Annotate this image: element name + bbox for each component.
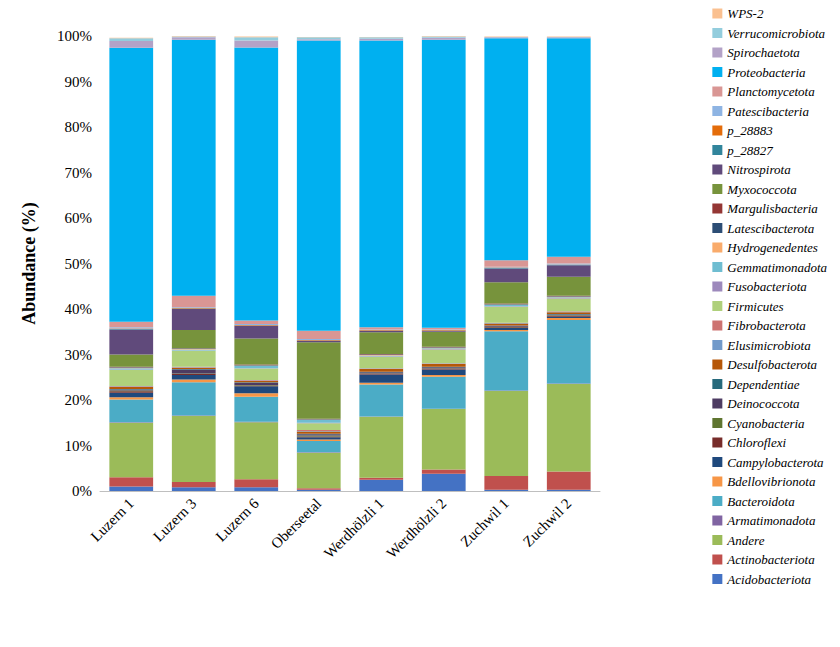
svg-text:Werdhölzli 2: Werdhölzli 2 <box>383 495 449 561</box>
svg-text:Latescibacterota: Latescibacterota <box>726 221 814 236</box>
svg-text:Spirochaetota: Spirochaetota <box>727 45 800 60</box>
svg-text:Fusobacteriota: Fusobacteriota <box>726 279 807 294</box>
svg-text:Luzern 1: Luzern 1 <box>88 495 137 544</box>
svg-text:Fibrobacterota: Fibrobacterota <box>726 318 806 333</box>
svg-text:50%: 50% <box>65 256 93 272</box>
svg-text:Acidobacteriota: Acidobacteriota <box>726 572 811 587</box>
svg-text:Campylobacterota: Campylobacterota <box>727 455 824 470</box>
svg-text:p_28827: p_28827 <box>726 143 773 158</box>
svg-text:Abundance (%): Abundance (%) <box>19 202 40 325</box>
svg-text:0%: 0% <box>72 483 92 499</box>
svg-text:Deinococcota: Deinococcota <box>726 396 800 411</box>
svg-text:Patescibacteria: Patescibacteria <box>726 104 809 119</box>
svg-text:Armatimonadota: Armatimonadota <box>726 513 816 528</box>
svg-text:p_28883: p_28883 <box>726 123 773 138</box>
svg-text:Oberseetal: Oberseetal <box>268 495 325 552</box>
svg-text:60%: 60% <box>65 210 93 226</box>
svg-text:100%: 100% <box>57 28 92 44</box>
svg-text:Proteobacteria: Proteobacteria <box>726 65 806 80</box>
svg-text:Chloroflexi: Chloroflexi <box>727 435 786 450</box>
svg-text:Nitrospirota: Nitrospirota <box>726 162 791 177</box>
svg-text:Elusimicrobiota: Elusimicrobiota <box>726 338 811 353</box>
svg-text:70%: 70% <box>65 165 93 181</box>
svg-text:Desulfobacterota: Desulfobacterota <box>726 357 817 372</box>
svg-text:Hydrogenedentes: Hydrogenedentes <box>726 240 818 255</box>
svg-text:Bacteroidota: Bacteroidota <box>727 494 795 509</box>
svg-text:Zuchwil 2: Zuchwil 2 <box>520 495 575 550</box>
svg-text:80%: 80% <box>65 119 93 135</box>
svg-text:Andere: Andere <box>726 533 764 548</box>
svg-text:40%: 40% <box>65 301 93 317</box>
svg-text:10%: 10% <box>65 438 93 454</box>
svg-text:Gemmatimonadota: Gemmatimonadota <box>727 260 827 275</box>
svg-text:Firmicutes: Firmicutes <box>726 299 783 314</box>
svg-text:Luzern 3: Luzern 3 <box>150 495 199 544</box>
svg-text:20%: 20% <box>65 392 93 408</box>
svg-text:Myxococcota: Myxococcota <box>726 182 797 197</box>
svg-text:Cyanobacteria: Cyanobacteria <box>727 416 805 431</box>
svg-text:WPS-2: WPS-2 <box>727 6 764 21</box>
svg-text:Luzern 6: Luzern 6 <box>213 495 263 545</box>
svg-text:Bdellovibrionota: Bdellovibrionota <box>727 474 816 489</box>
svg-text:Verrucomicrobiota: Verrucomicrobiota <box>727 26 825 41</box>
svg-text:30%: 30% <box>65 347 93 363</box>
svg-text:90%: 90% <box>65 74 93 90</box>
svg-text:Zuchwil 1: Zuchwil 1 <box>457 495 512 550</box>
svg-text:Actinobacteriota: Actinobacteriota <box>726 552 815 567</box>
svg-text:Dependentiae: Dependentiae <box>726 377 799 392</box>
svg-text:Planctomycetota: Planctomycetota <box>726 84 815 99</box>
svg-text:Werdhölzli 1: Werdhölzli 1 <box>321 495 387 561</box>
svg-text:Margulisbacteria: Margulisbacteria <box>726 201 818 216</box>
